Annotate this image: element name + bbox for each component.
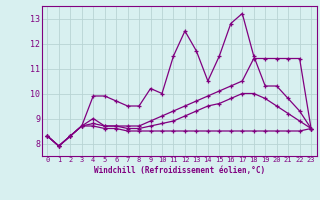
X-axis label: Windchill (Refroidissement éolien,°C): Windchill (Refroidissement éolien,°C) — [94, 166, 265, 175]
